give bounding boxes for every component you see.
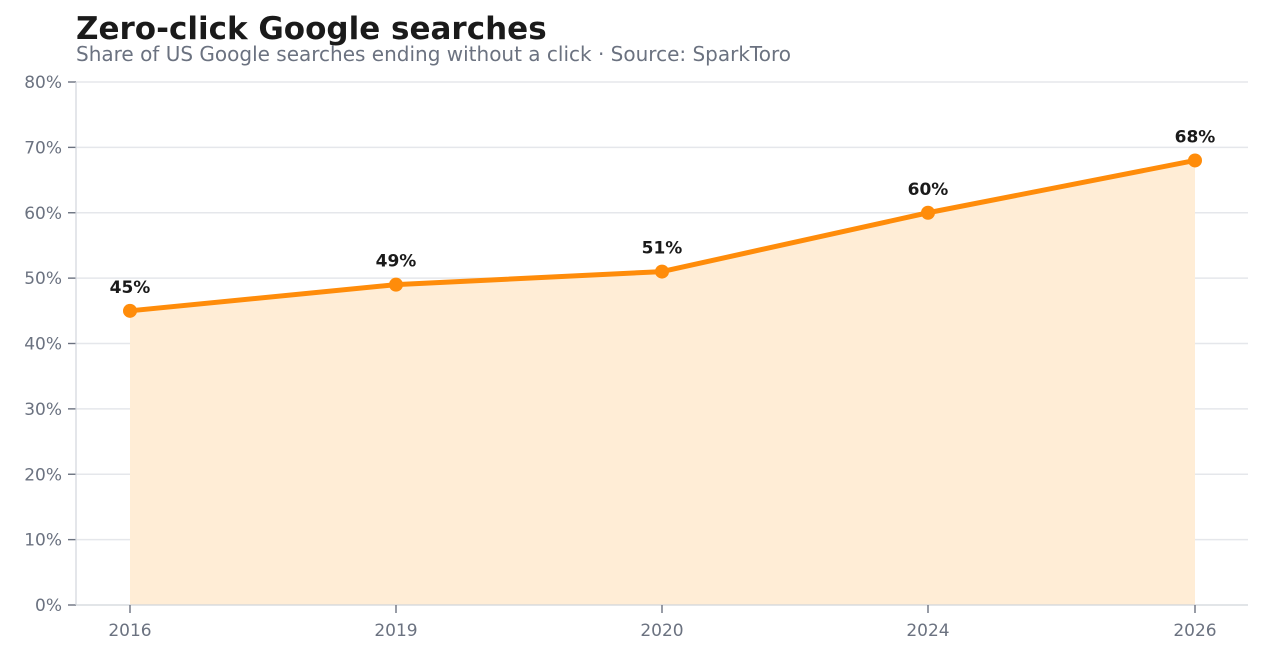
axis-layer: 0% 10% 20% 30% 40% 50% 60% 70% 80% 2016 2019 2020 20… bbox=[24, 73, 1248, 641]
y-tick-label: 60% bbox=[24, 204, 62, 224]
data-label: 49% bbox=[376, 252, 417, 272]
area-layer bbox=[130, 160, 1195, 605]
data-point bbox=[389, 277, 403, 292]
chart-subtitle: Share of US Google searches ending witho… bbox=[76, 42, 791, 66]
y-tick-label: 10% bbox=[24, 531, 62, 551]
y-tick-label: 20% bbox=[24, 465, 62, 485]
mark-layer: 45% 49% 51% 60% 68% bbox=[110, 127, 1216, 318]
data-label: 51% bbox=[642, 239, 683, 259]
x-tick-label: 2024 bbox=[906, 621, 949, 641]
data-label: 68% bbox=[1175, 127, 1216, 147]
x-tick-label: 2020 bbox=[640, 621, 683, 641]
x-tick-label: 2016 bbox=[108, 621, 151, 641]
data-label: 60% bbox=[908, 180, 949, 200]
y-tick-label: 50% bbox=[24, 269, 62, 289]
y-tick-label: 70% bbox=[24, 138, 62, 158]
y-tick-label: 40% bbox=[24, 335, 62, 355]
y-tick-label: 0% bbox=[35, 596, 62, 616]
data-point bbox=[123, 303, 137, 318]
data-point bbox=[921, 205, 935, 220]
x-tick-label: 2026 bbox=[1173, 621, 1216, 641]
data-point bbox=[1188, 153, 1202, 168]
data-point bbox=[655, 264, 669, 279]
y-tick-label: 30% bbox=[24, 400, 62, 420]
x-tick-label: 2019 bbox=[374, 621, 417, 641]
y-tick-label: 80% bbox=[24, 73, 62, 93]
data-label: 45% bbox=[110, 278, 151, 298]
chart-title: Zero-click Google searches bbox=[76, 11, 547, 47]
series-area bbox=[130, 160, 1195, 605]
